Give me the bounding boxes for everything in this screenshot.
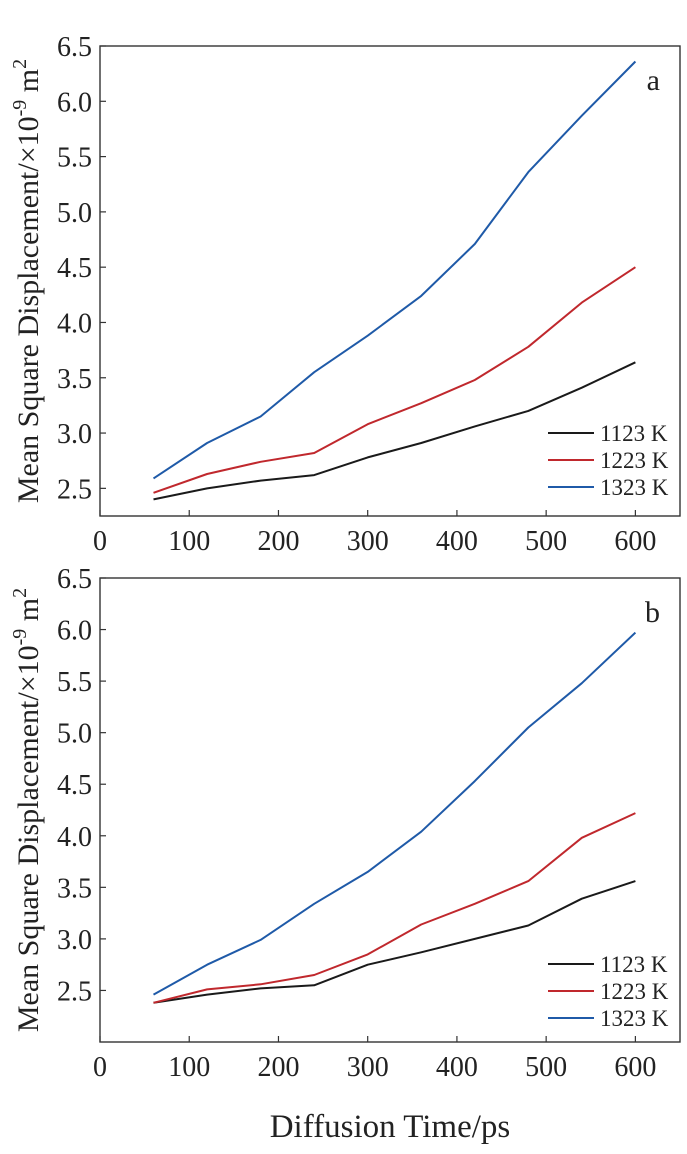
legend-label: 1223 K — [600, 448, 669, 473]
panel-label: a — [647, 64, 660, 97]
y-axis-label: Mean Square Displacement/×10-9 m2 — [9, 59, 45, 503]
x-tick-label: 300 — [347, 526, 389, 557]
y-tick-label: 5.5 — [57, 667, 92, 698]
x-tick-label: 100 — [168, 526, 210, 557]
panel-a: 0 100 200 300 400 500 600 2.5 3.0 3.5 4.0 4.5 5.0 5.5… — [9, 32, 681, 557]
x-tick-label: 200 — [257, 526, 299, 557]
legend-label: 1123 K — [600, 421, 668, 446]
legend-label: 1323 K — [600, 475, 669, 500]
x-tick-label: 100 — [168, 1052, 210, 1083]
y-tick-label: 3.5 — [57, 364, 92, 395]
x-tick-label: 300 — [347, 1052, 389, 1083]
series-line-1123k — [153, 361, 636, 501]
y-tick-label: 4.0 — [57, 822, 92, 853]
y-tick-label: 3.0 — [57, 419, 92, 450]
y-tick-label: 5.0 — [57, 198, 92, 229]
legend-label: 1223 K — [600, 979, 669, 1004]
y-tick-label: 3.0 — [57, 925, 92, 956]
y-tick-label: 2.5 — [57, 474, 92, 505]
series-line-1223k — [153, 266, 636, 494]
x-axis-label: Diffusion Time/ps — [270, 1109, 511, 1145]
panel-b: 0 100 200 300 400 500 600 2.5 3.0 3.5 4.0 4.5 5.0 5.5… — [9, 564, 681, 1083]
legend-label: 1123 K — [600, 952, 668, 977]
y-tick-label: 4.5 — [57, 770, 92, 801]
legend-label: 1323 K — [600, 1006, 669, 1031]
y-axis-label: Mean Square Displacement/×10-9 m2 — [9, 588, 45, 1032]
x-tick-label: 500 — [525, 526, 567, 557]
series-line-1223k — [153, 812, 636, 1004]
y-tick-label: 6.5 — [57, 32, 92, 63]
plot-frame — [99, 45, 681, 517]
y-tick-label: 6.0 — [57, 616, 92, 647]
x-tick-label: 200 — [257, 1052, 299, 1083]
x-tick-label: 400 — [436, 1052, 478, 1083]
plot-frame — [99, 577, 681, 1043]
x-tick-label: 600 — [614, 526, 656, 557]
y-tick-label: 3.5 — [57, 873, 92, 904]
x-tick-label: 0 — [93, 526, 107, 557]
series-line-1323k — [152, 60, 637, 480]
y-tick-label: 6.0 — [57, 87, 92, 118]
series-line-1123k — [153, 880, 636, 1004]
y-tick-label: 5.0 — [57, 719, 92, 750]
y-tick-label: 4.5 — [57, 253, 92, 284]
panel-label: b — [645, 596, 660, 629]
y-tick-label: 6.5 — [57, 564, 92, 595]
x-tick-label: 500 — [525, 1052, 567, 1083]
y-tick-label: 5.5 — [57, 143, 92, 174]
x-tick-label: 0 — [93, 1052, 107, 1083]
x-tick-label: 400 — [436, 526, 478, 557]
y-tick-label: 2.5 — [57, 976, 92, 1007]
y-tick-label: 4.0 — [57, 308, 92, 339]
series-line-1323k — [153, 631, 637, 996]
x-tick-label: 600 — [614, 1052, 656, 1083]
